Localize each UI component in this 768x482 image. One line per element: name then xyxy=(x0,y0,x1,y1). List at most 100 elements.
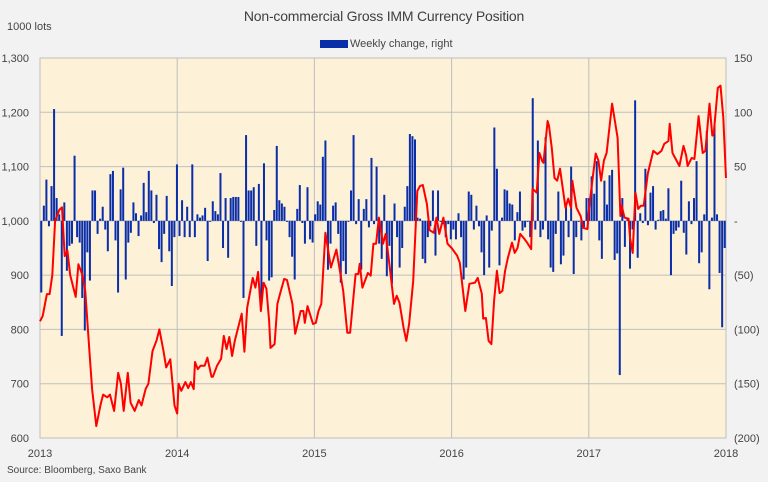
weekly-change-bar xyxy=(147,170,150,221)
weekly-change-bar xyxy=(193,220,196,238)
weekly-change-bar xyxy=(324,140,327,221)
weekly-change-bar xyxy=(439,220,442,222)
weekly-change-bar xyxy=(196,214,199,221)
weekly-change-bar xyxy=(406,186,409,221)
weekly-change-bar xyxy=(122,167,125,221)
weekly-change-bar xyxy=(488,220,491,268)
weekly-change-bar xyxy=(652,186,655,221)
weekly-change-bar xyxy=(595,161,598,221)
left-y-tick-label: 1,000 xyxy=(1,216,29,228)
left-y-tick-label: 600 xyxy=(11,433,29,445)
left-y-tick-label: 1,100 xyxy=(1,162,29,174)
weekly-change-bar xyxy=(109,174,112,221)
left-y-tick-label: 700 xyxy=(11,379,29,391)
weekly-change-bar xyxy=(337,220,340,234)
weekly-change-bar xyxy=(329,220,332,244)
weekly-change-bar xyxy=(613,220,616,260)
weekly-change-bar xyxy=(677,220,680,228)
weekly-change-bar xyxy=(506,190,509,221)
weekly-change-bar xyxy=(639,213,642,221)
weekly-change-bar xyxy=(222,220,225,248)
weekly-change-bar xyxy=(373,220,376,225)
weekly-change-bar xyxy=(140,215,143,221)
weekly-change-bar xyxy=(142,182,145,221)
weekly-change-bar xyxy=(470,194,473,221)
weekly-change-bar xyxy=(152,220,155,224)
weekly-change-bar xyxy=(224,198,227,221)
weekly-change-bar xyxy=(111,170,114,221)
legend: Weekly change, right xyxy=(320,38,453,50)
left-axis-unit-label: 1000 lots xyxy=(7,21,52,33)
weekly-change-bar xyxy=(342,220,345,262)
weekly-change-bar xyxy=(437,190,440,221)
weekly-change-bar xyxy=(554,220,557,234)
weekly-change-bar xyxy=(516,212,519,221)
weekly-change-bar xyxy=(414,139,416,221)
weekly-change-bar xyxy=(424,220,427,264)
left-y-tick-label: 900 xyxy=(11,270,29,282)
weekly-change-bar xyxy=(518,191,521,221)
weekly-change-bar xyxy=(145,212,148,221)
weekly-change-bar xyxy=(375,166,378,221)
weekly-change-bar xyxy=(378,220,381,244)
weekly-change-bar xyxy=(580,220,583,241)
weekly-change-bar xyxy=(362,208,365,221)
weekly-change-bar xyxy=(60,220,63,336)
weekly-change-bar xyxy=(698,220,701,264)
weekly-change-bar xyxy=(467,191,470,221)
weekly-change-bar xyxy=(188,220,191,238)
weekly-change-bar xyxy=(311,220,314,243)
weekly-change-bar xyxy=(250,190,253,221)
weekly-change-bar xyxy=(631,220,634,230)
weekly-change-bar xyxy=(534,220,537,230)
weekly-change-bar xyxy=(480,220,483,253)
weekly-change-bar xyxy=(675,220,678,231)
weekly-change-bar xyxy=(50,186,53,221)
weekly-change-bar xyxy=(370,157,373,221)
right-y-tick-label: (200) xyxy=(734,433,760,445)
weekly-change-bar xyxy=(319,204,322,221)
weekly-change-bar xyxy=(552,220,555,272)
weekly-change-bar xyxy=(611,169,614,221)
weekly-change-bar xyxy=(585,198,588,221)
weekly-change-bar xyxy=(291,220,294,257)
weekly-change-bar xyxy=(483,220,486,276)
weekly-change-bar xyxy=(129,220,132,233)
weekly-change-bar xyxy=(86,220,89,253)
weekly-change-bar xyxy=(572,220,575,275)
weekly-change-bar xyxy=(360,220,363,270)
weekly-change-bar xyxy=(485,215,488,221)
weekly-change-bar xyxy=(94,190,97,221)
weekly-change-bar xyxy=(127,220,130,243)
weekly-change-bar xyxy=(42,205,45,221)
weekly-change-bar xyxy=(216,214,219,221)
weekly-change-bar xyxy=(247,190,250,221)
weekly-change-bar xyxy=(81,220,84,298)
weekly-change-bar xyxy=(654,220,657,230)
x-tick-label: 2014 xyxy=(165,448,189,460)
weekly-change-bar xyxy=(91,190,94,221)
weekly-change-bar xyxy=(421,220,424,259)
weekly-change-bar xyxy=(695,161,698,221)
right-y-tick-label: 150 xyxy=(734,53,752,65)
weekly-change-bar xyxy=(618,220,621,376)
weekly-change-bar xyxy=(206,220,209,262)
weekly-change-bar xyxy=(286,220,289,222)
weekly-change-bar xyxy=(396,220,399,238)
weekly-change-bar xyxy=(680,180,683,221)
weekly-change-bar xyxy=(344,220,347,275)
weekly-change-bar xyxy=(163,220,166,234)
source-note: Source: Bloomberg, Saxo Bank xyxy=(7,465,147,476)
weekly-change-bar xyxy=(649,192,652,221)
weekly-change-bar xyxy=(495,168,498,221)
weekly-change-bar xyxy=(273,210,276,221)
weekly-change-bar xyxy=(47,220,50,227)
weekly-change-bar xyxy=(549,220,552,268)
right-y-tick-label: 50 xyxy=(734,162,746,174)
weekly-change-bar xyxy=(165,195,168,221)
weekly-change-bar xyxy=(426,220,429,238)
weekly-change-bar xyxy=(646,220,649,226)
weekly-change-bar xyxy=(229,198,232,221)
plot-area xyxy=(39,57,727,439)
weekly-change-bar xyxy=(298,185,301,221)
